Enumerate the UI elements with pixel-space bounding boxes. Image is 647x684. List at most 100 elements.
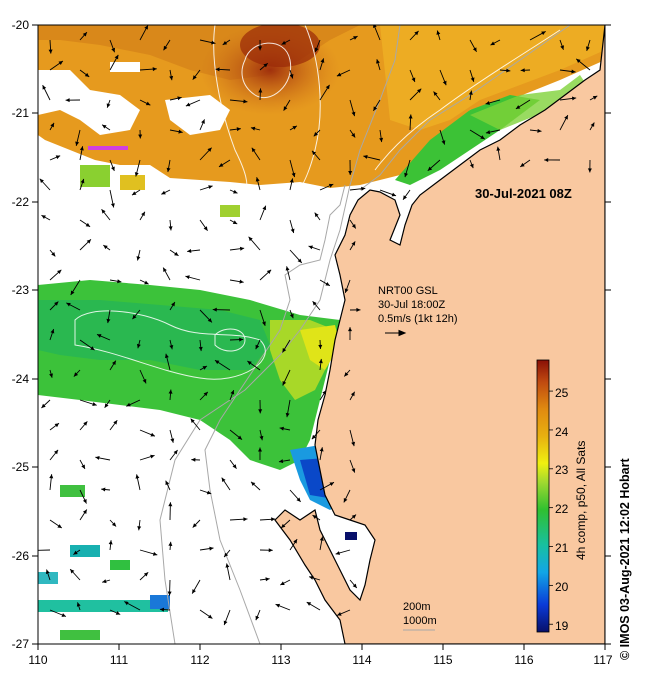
colorbar-tick-label: 23	[555, 463, 569, 477]
current-vector-head	[353, 36, 358, 40]
current-vector-head	[113, 420, 118, 425]
current-vector-head	[472, 47, 477, 52]
sst-isotherms	[74, 25, 561, 380]
current-vector-head	[255, 615, 260, 621]
current-vector-head	[282, 381, 287, 386]
colorbar-tick-label: 25	[555, 386, 569, 400]
current-vector-head	[168, 502, 173, 507]
current-vector-head	[49, 373, 53, 378]
current-vector-head	[293, 539, 298, 544]
current-vector-head	[571, 69, 576, 74]
current-vector-head	[136, 256, 141, 261]
current-vector-head	[110, 203, 115, 208]
current-vector-head	[262, 321, 266, 326]
current-vector-head	[164, 353, 169, 359]
current-vector-head	[312, 515, 317, 520]
current-vector-head	[571, 96, 577, 101]
current-vector-head	[101, 487, 106, 492]
current-vector-head	[174, 251, 179, 256]
current-vector-head	[137, 526, 142, 531]
current-vector-head	[203, 391, 208, 397]
colorbar-tick-label: 22	[555, 502, 569, 516]
current-vector-head	[102, 124, 107, 129]
lat-label: -22	[12, 195, 30, 209]
current-vector-head	[312, 301, 317, 306]
current-vector-head	[106, 103, 111, 108]
current-vector-head	[279, 426, 284, 431]
current-vector-head	[152, 67, 157, 72]
current-vector-head	[73, 550, 78, 555]
current-vector-head	[201, 119, 205, 124]
current-vector-head	[351, 514, 357, 519]
current-vector-head	[192, 75, 197, 80]
current-vector-head	[124, 601, 129, 606]
current-vector-head	[85, 222, 91, 227]
current-vector-head	[202, 366, 207, 370]
current-vector-head	[541, 31, 546, 36]
current-vector-head	[587, 168, 592, 173]
current-vector-head	[292, 125, 297, 130]
current-vector-head	[126, 402, 131, 407]
current-vector-head	[198, 346, 203, 352]
colorbar-label: 4h comp, p50, All Sats	[574, 441, 588, 560]
current-vector-head	[82, 32, 87, 37]
current-vector-head	[90, 346, 95, 351]
current-vector-head	[214, 360, 220, 365]
current-vector-head	[177, 96, 182, 101]
current-vector-head	[291, 172, 296, 178]
current-vector-head	[258, 88, 263, 93]
current-vector-head	[468, 90, 473, 95]
current-vector-head	[585, 46, 590, 51]
colorbar-tick-label: 19	[555, 619, 569, 633]
lat-label: -24	[12, 372, 30, 386]
sst-field-central	[38, 280, 357, 640]
current-vector-head	[163, 267, 167, 273]
current-vector-head	[233, 189, 238, 194]
current-vector-head	[319, 536, 324, 541]
current-vector-head	[348, 170, 353, 176]
current-vector-head	[350, 391, 355, 397]
current-vector-head	[223, 620, 228, 626]
current-vector-head	[282, 348, 287, 353]
lat-label: -23	[12, 283, 30, 297]
current-vector-head	[171, 301, 175, 307]
current-vector-head	[161, 190, 166, 195]
current-vector-head	[168, 389, 173, 394]
current-vector-head	[427, 166, 433, 171]
current-vector-head	[33, 548, 37, 552]
current-vector-head	[266, 269, 272, 274]
current-vector-head	[152, 551, 158, 556]
current-vector-head	[41, 403, 46, 408]
colorbar	[536, 359, 553, 633]
current-vector-head	[111, 522, 117, 527]
current-vector-head	[351, 241, 356, 246]
current-vector-head	[515, 105, 521, 109]
current-vector-head	[281, 523, 286, 528]
current-vector-head	[111, 166, 115, 171]
current-vector-head	[117, 279, 122, 284]
current-vector-head	[70, 290, 75, 296]
current-vector-head	[290, 228, 295, 234]
current-vector-head	[207, 318, 212, 323]
current-vector-head	[433, 91, 438, 96]
current-vector-head	[159, 607, 165, 612]
current-vector-head	[328, 183, 334, 188]
current-vector-head	[255, 177, 260, 182]
current-vector-head	[414, 30, 419, 36]
current-vector-head	[209, 546, 214, 551]
scale-arrow	[385, 329, 407, 337]
current-vector-head	[58, 61, 63, 65]
current-vector-head	[75, 141, 80, 146]
current-vector-head	[79, 146, 84, 151]
current-vector-head	[70, 569, 75, 574]
current-vector-head	[329, 482, 334, 486]
current-vector-head	[490, 41, 495, 46]
current-vector-head	[80, 178, 85, 184]
current-vector-head	[314, 47, 319, 52]
current-vector-head	[215, 67, 220, 72]
current-vector-head	[311, 434, 316, 440]
current-vector-head	[283, 106, 288, 111]
colorbar-tick-label: 21	[555, 541, 569, 555]
current-vector-head	[61, 613, 66, 617]
